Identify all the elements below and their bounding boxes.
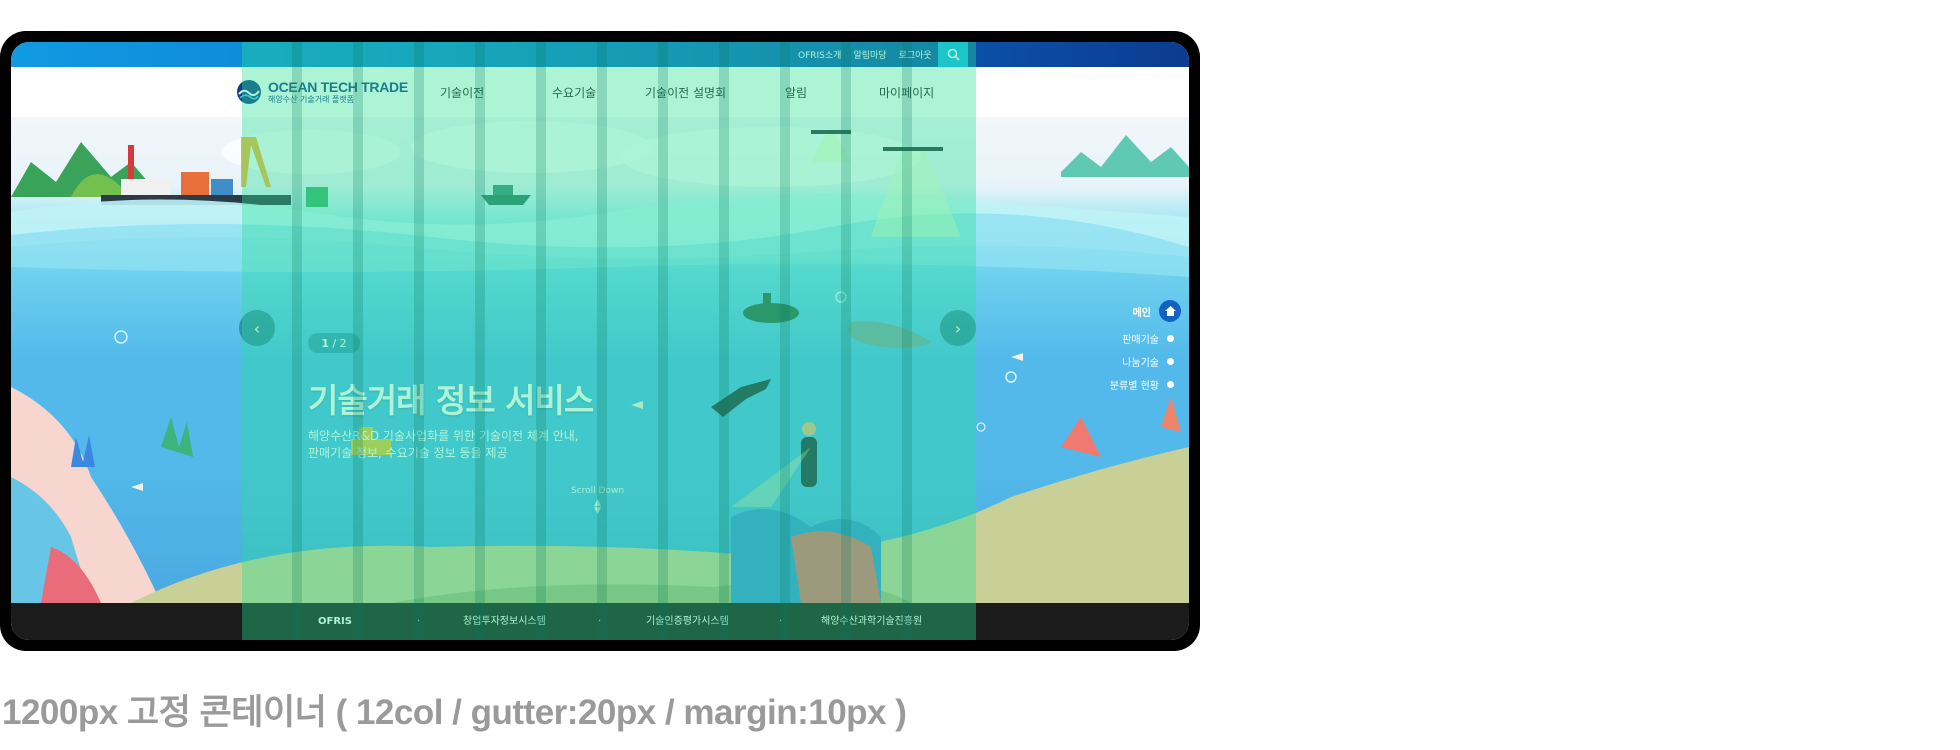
logo-wave-icon [237,80,261,104]
utility-bar: OFRIS소개 알림마당 로그아웃 [11,42,1189,67]
hero-title: 기술거래 정보 서비스 [308,381,594,420]
logo-title: OCEAN TECH TRADE [268,79,408,95]
footer-separator: · [779,616,783,627]
nav-item-tech-transfer[interactable]: 기술이전 [440,85,485,100]
nav-dot [1167,358,1174,365]
logo[interactable]: OCEAN TECH TRADE 해양수산 기술거래 플랫폼 [236,79,408,105]
footer-link-ofris[interactable]: OFRIS [318,616,352,627]
nav-item-notice[interactable]: 알림 [785,85,808,100]
footer-link-investment[interactable]: 창업투자정보시스템 [463,616,546,627]
device-frame: OFRIS소개 알림마당 로그아웃 OCEAN TECH T [0,31,1200,651]
slide-total: / 2 [332,336,347,350]
search-button[interactable] [938,42,968,67]
footer-link-kimst[interactable]: 해양수산과학기술진흥원 [821,616,923,627]
scroll-down-label: Scroll Down [571,486,625,496]
chevron-down-icon: ▲ ▼ [594,498,601,516]
utility-link-about[interactable]: OFRIS소개 [798,51,842,61]
hero-banner: 1 / 2 기술거래 정보 서비스 해양수산R&D 기술사업화를 위한 기술이전… [11,117,1189,603]
home-icon [1159,300,1181,322]
screen: OFRIS소개 알림마당 로그아웃 OCEAN TECH T [11,42,1189,640]
side-nav-label: 나눔기술 [1122,358,1159,369]
side-nav-share-tech[interactable]: 나눔기술 [1122,354,1174,369]
logo-subtitle: 해양수산 기술거래 플랫폼 [268,95,355,104]
footer-separator: · [417,616,421,627]
nav-item-demand-tech[interactable]: 수요기술 [552,85,597,100]
grid-caption: 1200px 고정 콘테이너 ( 12col / gutter:20px / m… [2,693,907,732]
prev-slide-button[interactable]: ‹ [239,310,275,346]
footer-link-bar: OFRIS · 창업투자정보시스템 · 기술인증평가시스템 · 해양수산과학기술… [11,603,1189,640]
side-nav-label: 판매기술 [1122,335,1159,346]
side-nav-category[interactable]: 분류별 현황 [1110,377,1174,392]
next-slide-button[interactable]: › [940,310,976,346]
utility-links: OFRIS소개 알림마당 로그아웃 [798,42,932,67]
footer-link-certification[interactable]: 기술인증평가시스템 [646,616,729,627]
side-nav-label: 분류별 현황 [1109,381,1159,392]
chevron-right-icon: › [954,318,962,338]
side-nav-sale-tech[interactable]: 판매기술 [1122,331,1174,346]
hero-description: 해양수산R&D 기술사업화를 위한 기술이전 체계 안내, 판매기술 정보, 수… [308,429,579,460]
utility-link-logout[interactable]: 로그아웃 [898,51,932,61]
side-nav-label: 메인 [1132,307,1151,319]
nav-dot [1167,381,1174,388]
scroll-down-indicator[interactable]: Scroll Down ▲ ▼ [571,486,625,516]
slide-pager: 1 / 2 [308,333,360,353]
chevron-left-icon: ‹ [253,318,261,338]
main-nav: 기술이전 수요기술 기술이전 설명회 알림 마이페이지 [11,67,1189,117]
slide-current: 1 [321,336,329,350]
ocean-illustration [11,121,1189,603]
footer-separator: · [598,616,602,627]
side-nav-main[interactable]: 메인 [1133,300,1181,322]
nav-item-mypage[interactable]: 마이페이지 [879,85,935,100]
utility-link-notice[interactable]: 알림마당 [853,51,887,61]
nav-item-briefing[interactable]: 기술이전 설명회 [645,85,727,100]
side-section-nav: 메인 판매기술 나눔기술 분류별 현황 [1061,297,1181,417]
header: OCEAN TECH TRADE 해양수산 기술거래 플랫폼 기술이전 수요기술… [11,67,1189,118]
nav-dot [1167,335,1174,342]
search-icon [947,48,960,61]
